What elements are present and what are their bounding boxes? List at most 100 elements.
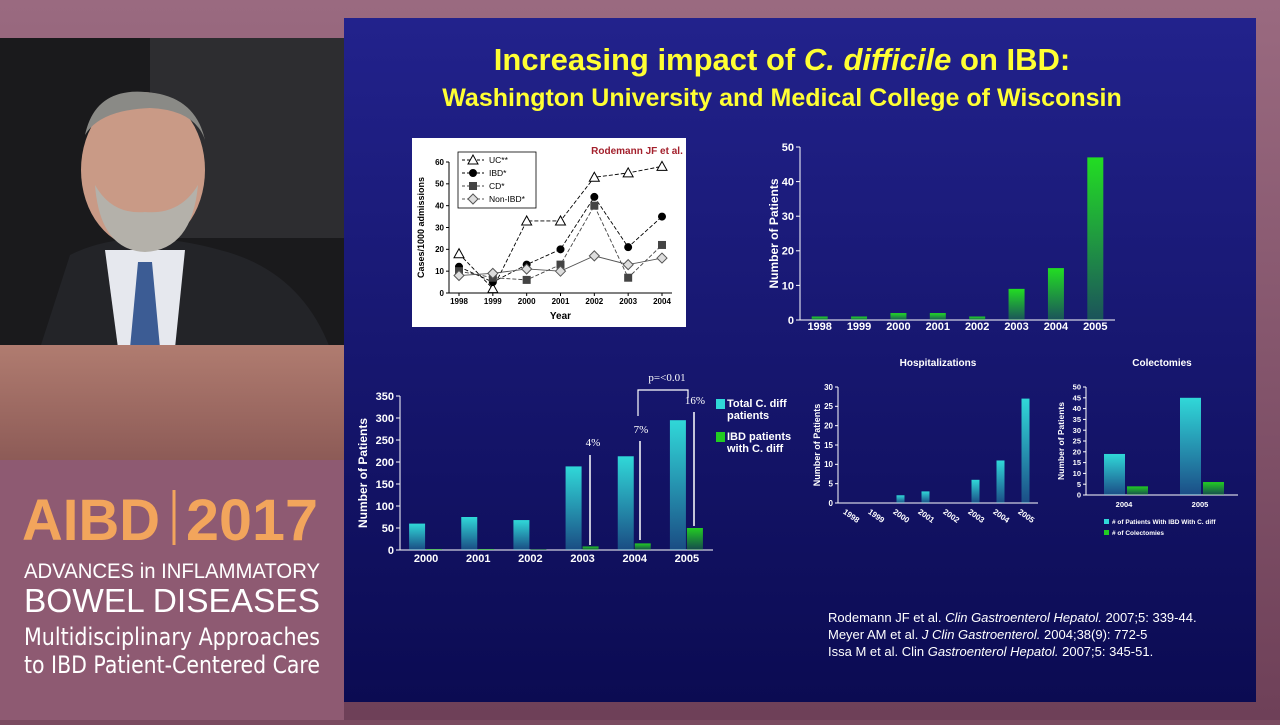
- bar: [566, 466, 582, 550]
- legend-item-box: Total C. diff patients: [727, 398, 803, 428]
- legend-swatch: [1104, 519, 1109, 524]
- x-tick-label: 1998: [807, 321, 831, 333]
- legend-swatch: [1104, 530, 1109, 535]
- y-tick-label: 300: [376, 413, 394, 425]
- bar: [812, 317, 828, 320]
- x-tick-label: 2001: [466, 553, 490, 565]
- y-tick-label: 200: [376, 457, 394, 469]
- marker: [523, 276, 530, 283]
- bar: [1203, 482, 1224, 495]
- y-tick-label: 5: [1077, 480, 1081, 489]
- y-tick-label: 0: [440, 289, 445, 298]
- bar: [1127, 486, 1148, 495]
- bar: [687, 528, 703, 550]
- title-part: on IBD:: [951, 42, 1070, 77]
- logo-line: BOWEL DISEASES: [24, 582, 320, 619]
- y-tick-label: 50: [435, 180, 444, 189]
- y-tick-label: 40: [1073, 404, 1081, 413]
- bar: [890, 313, 906, 320]
- y-tick-label: 60: [435, 158, 444, 167]
- ref-part: 2007;5: 345-51.: [1059, 644, 1154, 659]
- marker: [625, 244, 632, 251]
- ref-part: Gastroenterol Hepatol.: [928, 644, 1059, 659]
- x-tick-label: 2003: [570, 553, 594, 565]
- x-tick-label: 2005: [675, 553, 699, 565]
- y-tick-label: 100: [376, 501, 394, 513]
- x-tick-label: 1998: [450, 297, 468, 306]
- y-tick-label: 50: [382, 523, 394, 535]
- slide-title: Increasing impact of C. difficile on IBD…: [494, 42, 1070, 77]
- marker: [625, 274, 632, 281]
- legend-label: IBD*: [489, 168, 507, 178]
- y-tick-label: 20: [1073, 447, 1081, 456]
- x-tick-label: 2002: [965, 321, 989, 333]
- legend-label: # of Colectomies: [1112, 530, 1164, 537]
- y-tick-label: 40: [782, 176, 794, 188]
- x-tick-label: 2001: [926, 321, 950, 333]
- x-tick-label: 2005: [1083, 321, 1107, 333]
- y-tick-label: 0: [788, 315, 794, 327]
- bar: [930, 313, 946, 320]
- y-tick-label: 10: [435, 267, 444, 276]
- y-tick-label: 35: [1073, 415, 1081, 424]
- x-tick-label: 2003: [619, 297, 637, 306]
- bar: [851, 317, 867, 320]
- y-tick-label: 30: [824, 383, 833, 392]
- bar: [618, 456, 634, 550]
- ref-part: J Clin Gastroenterol.: [921, 627, 1041, 642]
- y-tick-label: 50: [782, 142, 794, 154]
- y-tick-label: 20: [824, 421, 833, 430]
- y-tick-label: 5: [829, 479, 834, 488]
- percent-annotation: 7%: [634, 424, 649, 436]
- legend-label: UC**: [489, 155, 509, 165]
- bar: [972, 480, 980, 503]
- ref-part: Meyer AM et al.: [828, 627, 922, 642]
- bar: [1180, 398, 1201, 495]
- ref-part: 2007;5: 339-44.: [1102, 610, 1197, 625]
- bar: [478, 549, 494, 550]
- y-tick-label: 0: [388, 545, 394, 557]
- legend-label: CD*: [489, 181, 505, 191]
- y-axis-label: Cases/1000 admissions: [416, 177, 426, 278]
- legend-label: # of Patients With IBD With C. diff: [1112, 519, 1216, 526]
- x-tick-label: 2004: [623, 553, 648, 565]
- y-tick-label: 40: [435, 201, 444, 210]
- slide-subtitle: Washington University and Medical Colleg…: [442, 84, 1122, 112]
- marker: [557, 246, 564, 253]
- bar: [969, 317, 985, 320]
- y-tick-label: 50: [1073, 383, 1081, 392]
- x-tick-label: 2003: [1004, 321, 1028, 333]
- ref-part: Clin Gastroenterol Hepatol.: [945, 610, 1102, 625]
- bar: [897, 495, 905, 503]
- logo-line: to IBD Patient-Centered Care: [24, 651, 320, 679]
- legend-label: IBD patients with C. diff: [727, 431, 803, 455]
- y-tick-label: 350: [376, 391, 394, 403]
- y-tick-label: 10: [782, 280, 794, 292]
- ref-part: Issa M et al. Clin: [828, 644, 928, 659]
- y-tick-label: 30: [435, 223, 444, 232]
- y-tick-label: 10: [824, 460, 833, 469]
- percent-annotation: 4%: [586, 437, 601, 449]
- y-axis-label: Number of Patients: [356, 418, 370, 528]
- x-tick-label: 1999: [484, 297, 502, 306]
- y-tick-label: 15: [824, 441, 833, 450]
- x-tick-label: 2005: [1192, 500, 1209, 509]
- title-part: C. difficile: [804, 42, 952, 77]
- x-tick-label: 2000: [518, 297, 536, 306]
- marker: [591, 193, 598, 200]
- x-tick-label: 2004: [653, 297, 671, 306]
- x-tick-label: 2004: [1116, 500, 1134, 509]
- y-tick-label: 30: [1073, 426, 1081, 435]
- legend-item-box: IBD patients with C. diff: [727, 431, 803, 461]
- reference: Meyer AM et al. J Clin Gastroenterol. 20…: [828, 627, 1147, 642]
- bar: [670, 420, 686, 550]
- references: Rodemann JF et al. Clin Gastroenterol He…: [828, 610, 1197, 659]
- y-tick-label: 20: [435, 245, 444, 254]
- bar: [1022, 399, 1030, 503]
- y-axis-label: Number of Patients: [1056, 402, 1066, 480]
- ref-part: Rodemann JF et al.: [828, 610, 945, 625]
- marker: [470, 170, 477, 177]
- marker: [470, 183, 477, 190]
- y-tick-label: 15: [1073, 458, 1081, 467]
